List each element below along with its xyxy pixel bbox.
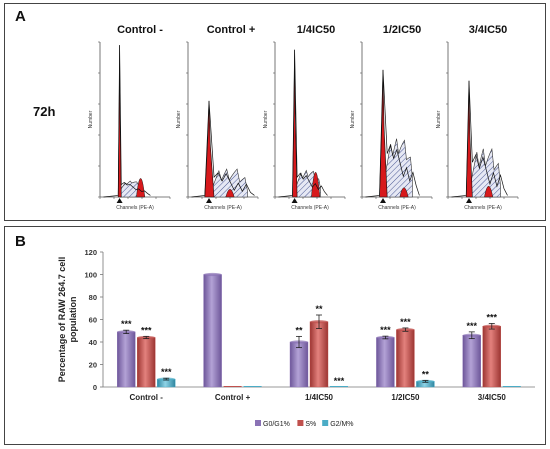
significance-mark: ** (422, 369, 430, 379)
histogram-y-label: Number (350, 110, 356, 128)
histogram-g2-peak (484, 185, 494, 198)
bar-G0/G1% (289, 341, 309, 388)
histogram-trace (191, 100, 255, 198)
significance-mark: *** (380, 325, 391, 335)
histogram-x-label: Channels (PE-A) (116, 205, 154, 211)
histogram-4: Channels (PE-A) Number (350, 41, 433, 211)
histogram-trace (103, 45, 151, 198)
histogram-x-label: Channels (PE-A) (204, 205, 242, 211)
x-tick-label: 3/4IC50 (478, 393, 507, 402)
histogram-g2-peak (225, 189, 235, 198)
histogram-peak-marker (466, 198, 472, 203)
bar-G0/G1% (116, 331, 136, 388)
histogram-1: Channels (PE-A) Number (88, 41, 171, 211)
legend-label: S% (305, 421, 316, 428)
legend: G0/G1% S% G2/M% (255, 420, 354, 428)
histogram-y-label: Number (176, 110, 182, 128)
histogram-y-label: Number (263, 110, 269, 128)
significance-mark: ** (295, 325, 303, 335)
histogram-peak-marker (380, 198, 386, 203)
significance-mark: *** (121, 319, 132, 329)
legend-swatch (297, 420, 304, 426)
histogram-title-control-neg: Control - (117, 24, 163, 36)
bar-G2/M% (330, 386, 348, 387)
y-tick-label: 20 (89, 361, 97, 370)
y-tick-label: 80 (89, 293, 97, 302)
x-tick-label: Control - (130, 393, 164, 402)
histogram-x-label: Channels (PE-A) (291, 205, 329, 211)
bar-S% (482, 326, 501, 388)
bar-S% (396, 329, 415, 388)
bar-G0/G1% (203, 274, 222, 388)
histogram-trace (365, 69, 420, 198)
panel-b: B 0 20 40 60 80 100 120 Percentage of RAW 264.7… (4, 226, 546, 445)
significance-mark: *** (161, 367, 172, 377)
histogram-title-three-quarter-ic50: 3/4IC50 (468, 24, 508, 36)
y-tick-label: 120 (84, 248, 97, 257)
histogram-title-quarter-ic50: 1/4IC50 (296, 24, 336, 36)
x-tick-label: Control + (215, 393, 251, 402)
panel-a: A 72h Control - Control + 1/4IC50 1/2IC5… (4, 3, 546, 221)
histogram-2: Channels (PE-A) Number (176, 41, 259, 211)
histogram-s-phase (384, 138, 413, 198)
histogram-y-label: Number (88, 110, 94, 128)
legend-label: G2/M% (330, 421, 353, 428)
x-tick-label: 1/4IC50 (305, 393, 334, 402)
histogram-5: Channels (PE-A) Number (436, 41, 519, 211)
bar-cap (203, 272, 222, 277)
bar-G0/G1% (376, 337, 395, 388)
bar-G2/M% (243, 386, 262, 387)
x-tick-label: 1/2IC50 (391, 393, 420, 402)
legend-label: G0/G1% (263, 421, 290, 428)
significance-mark: *** (400, 317, 411, 327)
bar-S% (136, 337, 156, 388)
bar-S% (223, 386, 242, 387)
y-tick-label: 40 (89, 338, 97, 347)
panel-b-letter: B (15, 233, 26, 250)
histogram-row: Channels (PE-A) Number Channels (PE-A) Numb… (88, 41, 519, 211)
histogram-y-label: Number (436, 110, 442, 128)
histogram-g2-peak (136, 178, 146, 198)
y-tick-label: 0 (93, 383, 97, 392)
histogram-s-phase (210, 168, 248, 198)
y-tick-label: 60 (89, 316, 97, 325)
histogram-title-half-ic50: 1/2IC50 (382, 24, 422, 36)
panel-a-letter: A (15, 8, 26, 25)
significance-mark: ** (315, 304, 323, 314)
histogram-trace (451, 80, 508, 198)
legend-swatch (255, 420, 261, 426)
bar-G2/M% (502, 386, 521, 387)
y-tick-label: 100 (84, 271, 97, 280)
histogram-x-label: Channels (PE-A) (378, 205, 416, 211)
bar-chart: 0 20 40 60 80 100 120 Percentage of RAW 264.7 c… (57, 248, 535, 428)
significance-mark: *** (487, 312, 498, 322)
legend-swatch (322, 420, 329, 426)
significance-mark: *** (334, 376, 345, 386)
histogram-s-phase (470, 147, 501, 198)
histogram-3: Channels (PE-A) Number (263, 41, 346, 211)
histogram-g1-peak (204, 100, 215, 198)
histogram-g2-peak (399, 187, 409, 198)
significance-mark: *** (141, 325, 152, 335)
histogram-title-control-pos: Control + (206, 24, 256, 36)
significance-mark: *** (467, 321, 478, 331)
histogram-peak-marker (291, 198, 298, 203)
histogram-x-label: Channels (PE-A) (464, 205, 502, 211)
bar-S% (309, 321, 329, 388)
histogram-peak-marker (206, 198, 212, 203)
histogram-peak-marker (116, 198, 123, 203)
time-label: 72h (33, 104, 56, 119)
bar-G0/G1% (462, 335, 481, 388)
histogram-trace (278, 49, 328, 198)
y-axis-label: Percentage of RAW 264.7 cellpopulation (57, 257, 78, 383)
